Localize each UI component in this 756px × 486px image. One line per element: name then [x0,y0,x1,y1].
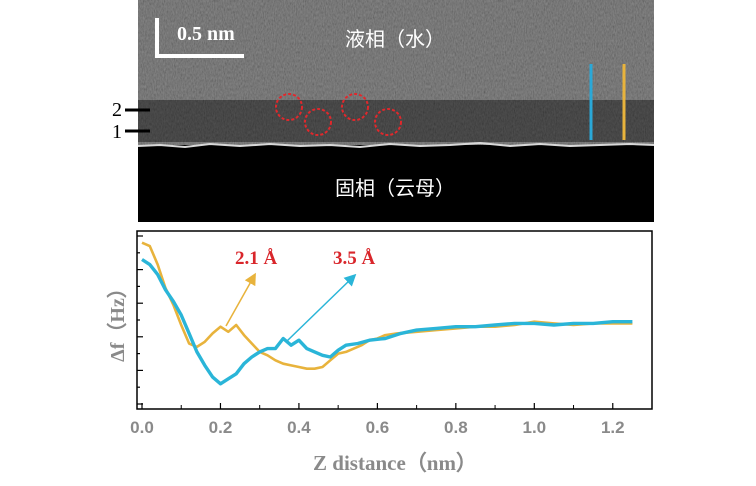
molecule-circle [374,108,402,136]
solid-phase-label: 固相（云母） [335,176,455,200]
force-curve-chart: 0.0 0.2 0.4 0.6 0.8 1.0 1.2 2.1 Å 3.5 Å Δf（Hz）… [106,230,653,475]
molecule-circle [304,108,332,136]
molecule-circle [341,93,369,121]
series-line-blue [141,258,633,386]
annotation-arrow-orange [225,272,256,327]
mica-surface-edge [137,141,655,149]
liquid-phase-label: 液相（水） [345,27,445,51]
afm-image-panel: 0.5 nm 液相（水） 固相（云母） 2 1 [112,0,655,222]
x-tick-label: 0.2 [209,418,233,437]
x-axis-ticks: 0.0 0.2 0.4 0.6 0.8 1.0 1.2 [130,403,653,437]
annotation-label-3-5: 3.5 Å [333,248,376,269]
x-tick-label: 1.2 [601,418,625,437]
scale-bar-label: 0.5 nm [177,23,235,45]
x-axis-label: Z distance（nm） [313,451,477,475]
x-tick-label: 0.8 [444,418,468,437]
x-tick-label: 0.4 [287,418,311,437]
layer-label-2: 2 [112,99,122,121]
plot-frame [136,230,653,410]
molecule-circle [275,93,303,121]
scale-bar [155,18,244,58]
interface-band [138,100,654,142]
x-tick-label: 1.0 [522,418,546,437]
series-lines [141,241,633,386]
mica-region [138,145,654,222]
x-tick-label: 0.0 [130,418,154,437]
x-tick-label: 0.6 [366,418,390,437]
layer-label-1: 1 [112,121,122,143]
annotation-arrow-blue [286,273,357,342]
annotation-label-2-1: 2.1 Å [235,248,278,269]
y-axis-label: Δf（Hz） [106,278,129,362]
